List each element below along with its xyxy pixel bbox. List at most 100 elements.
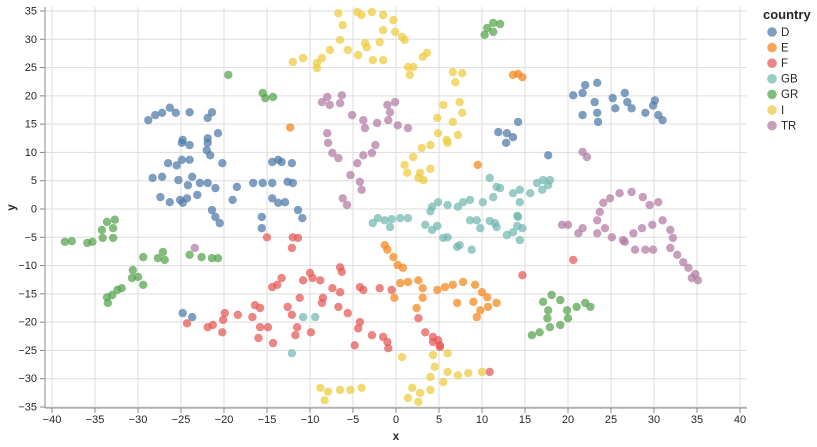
data-point-I — [378, 26, 388, 35]
data-point-D — [593, 108, 602, 118]
data-point-I — [367, 7, 377, 17]
data-point-TR — [563, 220, 573, 229]
data-point-F — [328, 284, 337, 293]
data-point-D — [165, 103, 174, 112]
data-point-D — [183, 181, 193, 190]
data-point-E — [458, 277, 468, 287]
data-point-TR — [668, 233, 678, 243]
data-point-GR — [153, 254, 162, 263]
data-point-I — [414, 397, 423, 407]
data-point-D — [172, 161, 181, 170]
data-point-D — [165, 198, 174, 207]
data-point-GB — [508, 228, 518, 237]
data-point-I — [403, 393, 413, 403]
x-tick-label: −35 — [86, 414, 105, 426]
data-point-GB — [387, 215, 396, 224]
data-point-F — [273, 280, 282, 289]
data-point-I — [375, 37, 384, 47]
data-point-E — [418, 284, 427, 293]
data-point-GB — [476, 224, 485, 233]
data-point-GR — [108, 233, 118, 243]
data-point-TR — [347, 110, 357, 120]
data-point-TR — [357, 185, 366, 194]
data-point-I — [403, 168, 412, 177]
data-point-I — [334, 9, 343, 18]
data-point-D — [207, 205, 217, 215]
data-point-D — [193, 190, 202, 200]
data-point-I — [433, 129, 443, 138]
data-point-I — [433, 113, 442, 123]
data-point-F — [383, 337, 392, 347]
data-point-GB — [526, 189, 535, 198]
data-point-D — [213, 129, 223, 138]
data-point-I — [389, 15, 398, 25]
data-point-F — [255, 303, 265, 313]
data-point-D — [581, 80, 590, 90]
data-point-D — [641, 108, 650, 118]
data-point-GR — [535, 328, 544, 337]
data-point-F — [208, 320, 217, 330]
legend-title: country — [763, 7, 811, 22]
data-point-GB — [478, 198, 488, 207]
data-point-D — [144, 116, 153, 125]
data-point-GB — [485, 173, 494, 183]
data-point-F — [334, 302, 343, 312]
data-point-TR — [600, 224, 610, 233]
data-point-E — [477, 288, 487, 297]
data-point-E — [448, 280, 457, 289]
data-point-GR — [562, 306, 572, 315]
data-point-D — [502, 129, 512, 138]
data-point-GB — [515, 198, 524, 207]
data-point-D — [620, 88, 629, 98]
data-point-TR — [385, 108, 395, 117]
data-point-F — [317, 298, 327, 308]
data-point-GR — [586, 302, 595, 312]
data-point-F — [337, 267, 346, 276]
data-point-TR — [359, 151, 368, 160]
data-point-D — [151, 110, 160, 120]
data-point-GB — [403, 213, 413, 223]
data-point-TR — [337, 91, 346, 100]
data-point-I — [439, 377, 448, 387]
data-point-TR — [605, 194, 615, 203]
data-point-GR — [572, 302, 581, 312]
data-point-GR — [556, 320, 565, 330]
legend-label-TR: TR — [781, 120, 796, 132]
y-tick-label: −10 — [18, 260, 37, 272]
data-point-F — [367, 331, 377, 340]
data-point-I — [405, 70, 414, 80]
y-tick-label: 0 — [31, 204, 37, 216]
data-point-F — [293, 233, 303, 243]
data-point-GB — [298, 312, 308, 322]
data-point-TR — [599, 198, 608, 207]
data-point-D — [185, 140, 194, 150]
data-point-GR — [213, 254, 223, 263]
legend-swatch-TR — [767, 120, 777, 131]
data-point-D — [174, 175, 183, 185]
data-point-F — [359, 285, 368, 295]
data-point-I — [409, 62, 418, 72]
data-point-GR — [98, 233, 107, 243]
data-point-TR — [383, 100, 392, 110]
data-point-E — [286, 123, 295, 132]
data-point-GB — [396, 213, 405, 223]
data-point-F — [233, 310, 242, 319]
data-point-GB — [443, 233, 452, 242]
data-point-F — [298, 276, 308, 285]
data-point-E — [389, 252, 398, 262]
legend-swatch-D — [767, 27, 777, 37]
data-point-TR — [607, 233, 617, 242]
data-point-E — [483, 302, 493, 312]
data-point-E — [440, 282, 450, 292]
data-point-D — [171, 108, 180, 118]
data-point-I — [455, 97, 464, 107]
data-point-D — [218, 159, 227, 168]
data-point-GR — [103, 298, 113, 308]
data-point-TR — [629, 229, 638, 238]
data-point-I — [343, 45, 352, 55]
data-point-D — [650, 96, 660, 105]
data-point-E — [398, 263, 408, 272]
data-point-F — [218, 315, 228, 325]
data-point-I — [426, 385, 435, 395]
data-point-D — [623, 97, 632, 107]
